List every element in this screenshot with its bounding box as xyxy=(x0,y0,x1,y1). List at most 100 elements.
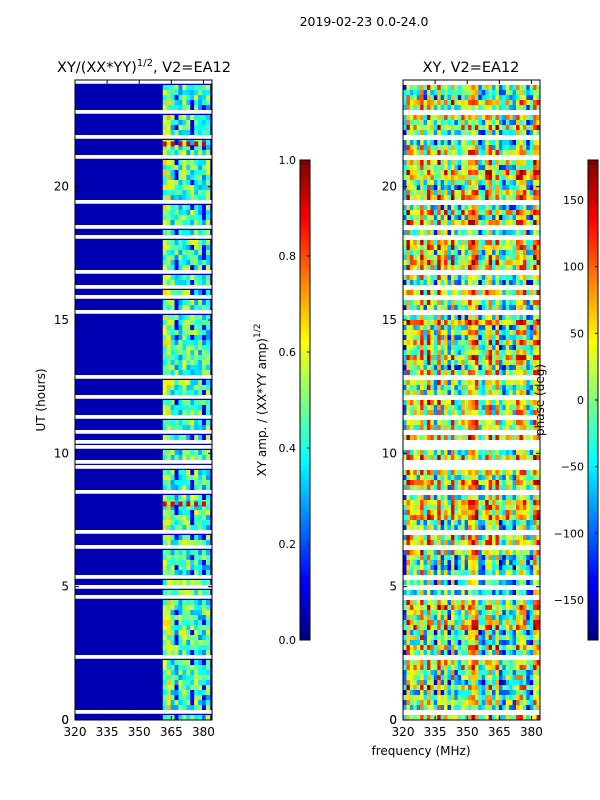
amplitude-cell xyxy=(190,355,195,361)
phase-cell xyxy=(485,130,489,136)
phase-cell xyxy=(437,640,441,646)
phase-cell xyxy=(461,210,465,216)
amplitude-cell xyxy=(178,180,183,186)
phase-cell xyxy=(426,535,431,541)
phase-cell xyxy=(509,625,513,631)
phase-cell xyxy=(403,190,407,196)
phase-cell xyxy=(468,570,472,576)
phase-cell xyxy=(488,160,493,166)
amplitude-cell xyxy=(205,610,211,616)
amplitude-cell xyxy=(166,615,172,621)
phase-cell xyxy=(457,650,462,656)
phase-cell xyxy=(492,95,496,101)
phase-cell xyxy=(509,100,513,106)
phase-cell xyxy=(457,275,462,281)
phase-cell xyxy=(450,260,455,266)
phase-cell xyxy=(505,500,510,506)
amplitude-cell xyxy=(162,525,168,531)
phase-cell xyxy=(529,385,534,391)
phase-cell xyxy=(529,290,534,296)
amplitude-cell xyxy=(166,260,172,266)
phase-cell xyxy=(423,500,428,506)
phase-cell xyxy=(416,550,421,556)
amplitude-cell xyxy=(182,670,187,676)
phase-cell xyxy=(409,400,414,406)
amplitude-cell xyxy=(186,705,191,711)
phase-cell xyxy=(433,240,438,246)
amplitude-title: XY/(XX*YY)1/2, V2=EA12 xyxy=(57,58,231,76)
phase-cell xyxy=(512,100,517,106)
phase-cell xyxy=(437,400,441,406)
phase-cell xyxy=(495,290,500,296)
phase-cell xyxy=(423,560,428,566)
phase-cell xyxy=(457,550,462,556)
phase-cell xyxy=(529,610,534,616)
amplitude-cell xyxy=(205,230,211,236)
phase-cell xyxy=(519,145,524,151)
phase-cell xyxy=(409,615,414,621)
phase-cell xyxy=(522,185,527,191)
amplitude-cell xyxy=(174,695,179,701)
phase-cell xyxy=(406,240,411,246)
phase-cell xyxy=(516,425,520,431)
phase-cell xyxy=(471,165,476,171)
amplitude-cell xyxy=(205,695,211,701)
phase-cell xyxy=(450,500,455,506)
phase-cell xyxy=(461,380,465,386)
phase-cell xyxy=(529,370,534,376)
amplitude-cell xyxy=(178,95,183,101)
phase-cell xyxy=(413,275,417,281)
phase-cell xyxy=(502,625,507,631)
phase-cell xyxy=(447,215,452,221)
amplitude-cell xyxy=(205,335,211,341)
phase-cell xyxy=(440,100,445,106)
phase-cell xyxy=(533,120,537,126)
phase-cell xyxy=(454,255,459,261)
phase-cell xyxy=(536,195,541,201)
phase-cell xyxy=(488,305,493,311)
phase-cell xyxy=(423,305,428,311)
amplitude-cell xyxy=(190,165,195,171)
phase-cell xyxy=(440,600,445,606)
phase-cell xyxy=(450,345,455,351)
phase-cell xyxy=(485,190,489,196)
phase-cell xyxy=(536,630,541,636)
phase-cell xyxy=(485,170,489,176)
phase-cell xyxy=(485,455,489,461)
phase-cell xyxy=(516,145,520,151)
phase-cell xyxy=(509,195,513,201)
amplitude-cell xyxy=(170,215,175,221)
phase-cell xyxy=(403,510,407,516)
phase-cell xyxy=(481,505,486,511)
phase-cell xyxy=(447,280,452,286)
phase-cell xyxy=(533,350,537,356)
phase-cell xyxy=(409,250,414,256)
phase-cell xyxy=(529,95,534,101)
amplitude-cell xyxy=(198,340,203,346)
phase-cell xyxy=(433,345,438,351)
phase-cell xyxy=(522,250,527,256)
phase-cell xyxy=(457,195,462,201)
amplitude-cell xyxy=(174,570,179,576)
amplitude-cell xyxy=(174,560,179,566)
amplitude-cell xyxy=(205,145,211,151)
phase-cell xyxy=(495,565,500,571)
phase-cell xyxy=(536,290,541,296)
phase-cell xyxy=(488,125,493,131)
phase-cell xyxy=(481,565,486,571)
phase-cell xyxy=(416,640,421,646)
phase-cell xyxy=(426,570,431,576)
amplitude-cell xyxy=(186,520,191,526)
amplitude-cell xyxy=(198,125,203,131)
amplitude-cell xyxy=(205,670,211,676)
amplitude-cell xyxy=(190,245,195,251)
phase-cell xyxy=(471,300,476,306)
phase-cell xyxy=(406,425,411,431)
amplitude-cell xyxy=(205,550,211,556)
amplitude-cell xyxy=(205,505,211,511)
phase-cell xyxy=(461,630,465,636)
phase-cell xyxy=(409,265,414,271)
amplitude-cell xyxy=(170,90,175,96)
phase-cell xyxy=(533,300,537,306)
phase-cell xyxy=(492,170,496,176)
